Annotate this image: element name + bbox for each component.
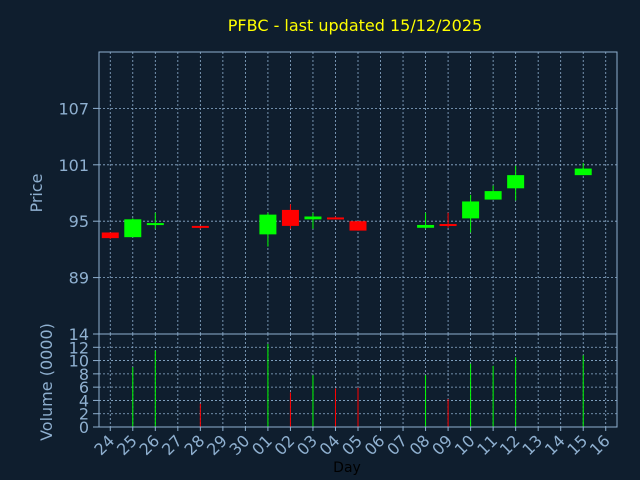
- candle-28: [191, 225, 209, 229]
- volume-tick-label: 2: [79, 405, 89, 424]
- candle-02: [281, 204, 299, 229]
- candle-09: [439, 212, 457, 228]
- candle-15: [574, 162, 592, 176]
- candle-08: [417, 212, 435, 229]
- candles: [101, 162, 592, 247]
- price-tick-label: 107: [58, 99, 89, 118]
- price-axis-label: Price: [27, 173, 46, 212]
- candle-05: [349, 221, 367, 231]
- candle-11: [484, 185, 502, 200]
- x-axis-label: Day: [333, 460, 361, 476]
- price-tick-label: 89: [69, 269, 89, 288]
- price-tick-label: 95: [69, 212, 89, 231]
- candle-25: [124, 218, 142, 238]
- volume-axis-label: Volume (0000): [37, 323, 56, 441]
- volume-bars: [132, 343, 584, 427]
- candle-body: [462, 201, 480, 219]
- volume-tick-label: 12: [69, 338, 89, 357]
- candle-03: [304, 212, 322, 229]
- volume-tick-label: 6: [79, 378, 89, 397]
- candle-01: [259, 212, 277, 247]
- candle-body: [326, 217, 344, 220]
- candle-04: [326, 216, 344, 220]
- chart-title: PFBC - last updated 15/12/2025: [228, 16, 482, 35]
- candle-body: [146, 223, 164, 226]
- price-tick-label: 101: [58, 156, 89, 175]
- candle-body: [259, 214, 277, 235]
- volume-tick-label: 14: [69, 325, 89, 344]
- candle-body: [281, 209, 299, 226]
- candle-body: [574, 168, 592, 176]
- candle-12: [507, 165, 525, 201]
- candle-10: [462, 194, 480, 233]
- volume-tick-label: 10: [69, 352, 89, 371]
- candle-body: [439, 224, 457, 227]
- candle-body: [349, 221, 367, 231]
- candle-24: [101, 232, 119, 240]
- candle-body: [507, 175, 525, 189]
- volume-tick-label: 8: [79, 365, 89, 384]
- volume-tick-label: 4: [79, 391, 89, 410]
- volume-tick-label: 0: [79, 418, 89, 437]
- candle-body: [191, 225, 209, 228]
- price-y-ticks: 89 95 101 107: [58, 99, 99, 288]
- candle-body: [304, 216, 322, 220]
- candle-26: [146, 212, 164, 229]
- candle-body: [417, 224, 435, 228]
- candle-body: [101, 232, 119, 239]
- candle-body: [484, 191, 502, 200]
- candle-body: [124, 219, 142, 238]
